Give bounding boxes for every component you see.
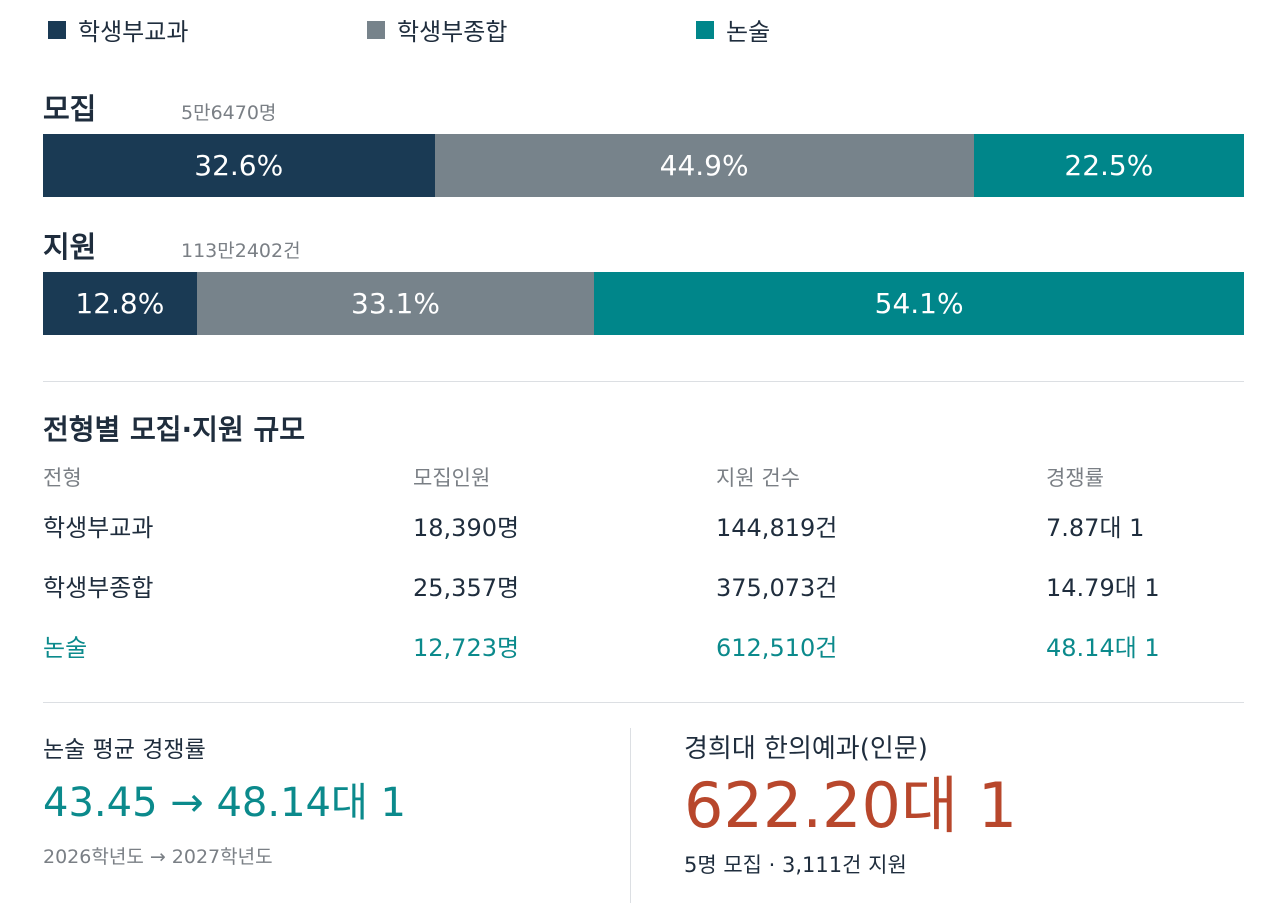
table-cell: 18,390명 <box>413 514 520 542</box>
bar-segment-label: 32.6% <box>194 149 284 182</box>
recruit-bar-header: 모집 5만6470명 <box>43 86 276 128</box>
bar-segment-gyogwa: 32.6% <box>43 134 435 197</box>
bar-segment-gyogwa: 12.8% <box>43 272 197 335</box>
top-ratio-note: 5명 모집 · 3,111건 지원 <box>684 853 907 878</box>
table-row: 학생부종합 25,357명 375,073건 14.79대 1 <box>43 560 1244 620</box>
section-divider <box>43 702 1244 703</box>
legend-label-jonghap: 학생부종합 <box>397 18 508 46</box>
table-cell: 12,723명 <box>413 634 520 662</box>
top-ratio-title: 경희대 한의예과(인문) <box>684 734 928 764</box>
chart-legend: 학생부교과 학생부종합 논술 <box>48 12 1228 46</box>
bar-segment-nonsul: 54.1% <box>594 272 1244 335</box>
vertical-divider <box>630 728 631 903</box>
table-cell: 144,819건 <box>716 514 838 542</box>
bar-segment-label: 33.1% <box>351 287 440 320</box>
bar-segment-label: 54.1% <box>874 287 964 320</box>
section-divider <box>43 381 1244 382</box>
table-cell: 375,073건 <box>716 574 838 602</box>
legend-swatch-jonghap <box>367 20 385 39</box>
legend-label-gyogwa: 학생부교과 <box>78 18 189 46</box>
table-title: 전형별 모집·지원 규모 <box>43 413 305 446</box>
table-header-cell: 경쟁률 <box>1046 466 1104 490</box>
bar-segment-jonghap: 33.1% <box>196 272 595 335</box>
table-cell: 612,510건 <box>716 634 838 662</box>
bar-segment-jonghap: 44.9% <box>434 134 974 197</box>
apply-bar-title: 지원 <box>43 230 97 264</box>
table-row: 논술 12,723명 612,510건 48.14대 1 <box>43 620 1244 680</box>
bar-segment-label: 12.8% <box>75 287 165 320</box>
legend-swatch-nonsul <box>696 20 714 39</box>
bar-segment-nonsul: 22.5% <box>973 134 1244 197</box>
nonsul-avg-summary: 논술 평균 경쟁률 43.45 → 48.14대 1 2026학년도 → 202… <box>43 730 613 869</box>
table-cell: 25,357명 <box>413 574 520 602</box>
admission-table: 전형 모집인원 지원 건수 경쟁률 학생부교과 18,390명 144,819건… <box>43 462 1244 680</box>
table-cell: 학생부교과 <box>43 514 154 542</box>
top-ratio-summary: 경희대 한의예과(인문) 622.20대 1 5명 모집 · 3,111건 지원 <box>684 728 1244 879</box>
table-cell: 논술 <box>43 634 88 662</box>
legend-item-jonghap: 학생부종합 <box>367 12 507 47</box>
table-row: 학생부교과 18,390명 144,819건 7.87대 1 <box>43 500 1244 560</box>
nonsul-avg-title: 논술 평균 경쟁률 <box>43 737 206 763</box>
table-header-cell: 모집인원 <box>413 466 491 490</box>
legend-item-gyogwa: 학생부교과 <box>48 12 188 47</box>
bar-segment-label: 22.5% <box>1064 149 1154 182</box>
recruit-bar-title: 모집 <box>43 92 97 126</box>
apply-bar-header: 지원 113만2402건 <box>43 224 301 266</box>
table-cell: 7.87대 1 <box>1046 514 1145 542</box>
recruit-bar-total: 5만6470명 <box>181 102 277 124</box>
bar-segment-label: 44.9% <box>659 149 749 182</box>
apply-bar-total: 113만2402건 <box>181 240 301 262</box>
table-header-cell: 지원 건수 <box>716 466 800 490</box>
nonsul-avg-value: 43.45 → 48.14대 1 <box>43 780 406 826</box>
legend-item-nonsul: 논술 <box>696 12 770 47</box>
nonsul-avg-note: 2026학년도 → 2027학년도 <box>43 846 273 868</box>
legend-label-nonsul: 논술 <box>726 18 771 46</box>
table-cell: 학생부종합 <box>43 574 154 602</box>
legend-swatch-gyogwa <box>48 20 66 39</box>
table-header-row: 전형 모집인원 지원 건수 경쟁률 <box>43 462 1244 500</box>
top-ratio-value: 622.20대 1 <box>684 769 1018 842</box>
apply-stacked-bar: 12.8% 33.1% 54.1% <box>43 272 1244 335</box>
table-header-cell: 전형 <box>43 466 82 490</box>
table-cell: 14.79대 1 <box>1046 574 1160 602</box>
recruit-stacked-bar: 32.6% 44.9% 22.5% <box>43 134 1244 197</box>
table-cell: 48.14대 1 <box>1046 634 1160 662</box>
